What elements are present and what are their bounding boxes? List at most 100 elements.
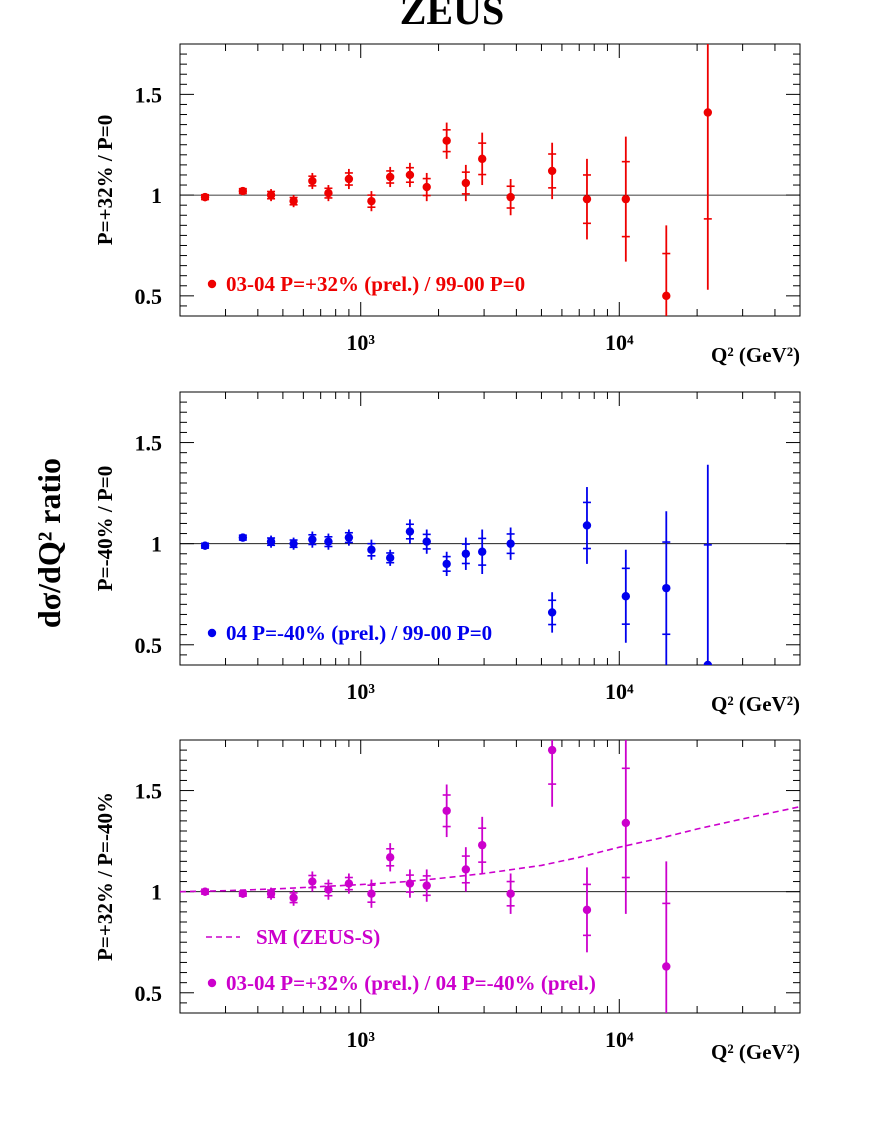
data-point xyxy=(238,889,248,898)
plot-frame xyxy=(179,391,801,666)
data-point xyxy=(405,879,415,888)
data-point xyxy=(461,549,471,558)
data-point xyxy=(308,877,317,886)
data-point xyxy=(621,592,631,601)
panel-polarization-minus40-vs-0: 10³ 10⁴ 0.5 1 1.5 Q² (GeV²) P=-40% / P=0 04 P=-… xyxy=(93,391,801,716)
panel-polarization-plus32-vs-minus40: 10³ 10⁴ 0.5 1 1.5 Q² (GeV²) P=+32% / P=-40% SM … xyxy=(93,739,801,1064)
x-tick-label: 10⁴ xyxy=(605,1027,634,1052)
data-point xyxy=(703,108,713,117)
data-point xyxy=(547,608,557,617)
data-point xyxy=(442,136,451,145)
data-layer xyxy=(200,464,713,665)
data-point xyxy=(266,190,276,200)
data-point xyxy=(238,533,248,542)
y-tick-label: 1.5 xyxy=(135,82,163,107)
data-point xyxy=(385,553,395,563)
data-point xyxy=(344,174,354,184)
data-point xyxy=(367,545,376,554)
data-point xyxy=(461,178,471,188)
legend-marker xyxy=(207,628,217,638)
legend-label: 03-04 P=+32% (prel.) / 99-00 P=0 xyxy=(226,272,525,296)
data-point xyxy=(324,537,333,546)
y-tick-label: 0.5 xyxy=(135,633,163,658)
data-point xyxy=(547,166,557,176)
data-point xyxy=(324,885,333,894)
data-point xyxy=(405,170,415,180)
y-tick-label: 1.5 xyxy=(135,431,163,456)
data-point xyxy=(200,541,210,550)
data-point xyxy=(422,537,431,546)
data-point xyxy=(442,806,451,815)
data-point xyxy=(461,865,471,874)
x-axis-label: Q² (GeV²) xyxy=(711,1040,800,1064)
x-axis-label: Q² (GeV²) xyxy=(711,692,800,716)
sm-curve xyxy=(180,805,800,893)
data-point xyxy=(422,881,431,890)
data-point xyxy=(367,889,376,898)
data-point xyxy=(662,291,671,301)
x-tick-label: 10³ xyxy=(346,1027,375,1052)
data-point xyxy=(621,818,631,828)
data-point xyxy=(324,188,333,198)
data-point xyxy=(582,194,592,204)
data-layer xyxy=(180,740,800,1013)
data-point xyxy=(367,196,376,206)
data-point xyxy=(289,539,298,548)
plot-frame xyxy=(179,739,801,1014)
data-point xyxy=(703,660,713,665)
data-point xyxy=(506,889,515,898)
data-point xyxy=(266,537,276,546)
data-point xyxy=(200,192,210,202)
data-point xyxy=(477,547,487,556)
data-layer xyxy=(200,44,713,316)
figure-title: ZEUS xyxy=(400,0,505,33)
data-point xyxy=(266,889,276,898)
data-point xyxy=(308,176,317,186)
y-tick-label: 0.5 xyxy=(135,284,163,309)
y-tick-label: 1.5 xyxy=(135,779,163,804)
data-point xyxy=(506,539,515,548)
x-tick-label: 10⁴ xyxy=(605,330,634,355)
x-tick-label: 10³ xyxy=(346,330,375,355)
y-tick-label: 1 xyxy=(151,532,162,557)
data-point xyxy=(344,533,354,542)
data-point xyxy=(442,559,451,569)
data-point xyxy=(308,535,317,544)
y-tick-label: 0.5 xyxy=(135,981,163,1006)
data-point xyxy=(385,853,395,862)
y-tick-label: 1 xyxy=(151,880,162,905)
data-point xyxy=(662,583,671,593)
data-point xyxy=(582,905,592,915)
data-point xyxy=(405,527,415,536)
plot-frame xyxy=(179,43,801,317)
legend-marker xyxy=(207,279,217,289)
panel-polarization-plus32-vs-0: 10³ 10⁴ 0.5 1 1.5 Q² (GeV²) P=+32% / P=0 03-04 … xyxy=(93,43,801,367)
legend-marker xyxy=(207,978,217,988)
data-point xyxy=(238,186,248,196)
y-axis-label: P=+32% / P=0 xyxy=(93,115,117,245)
data-point xyxy=(477,840,487,850)
data-point xyxy=(662,962,671,971)
data-point xyxy=(289,196,298,206)
legend-label: 04 P=-40% (prel.) / 99-00 P=0 xyxy=(226,621,492,645)
y-axis-label: P=+32% / P=-40% xyxy=(93,792,117,961)
y-tick-label: 1 xyxy=(151,183,162,208)
data-point xyxy=(582,521,592,530)
x-tick-label: 10³ xyxy=(346,679,375,704)
data-point xyxy=(477,154,487,164)
common-y-axis-label: dσ/dQ² ratio xyxy=(31,458,67,628)
data-point xyxy=(344,879,354,888)
data-point xyxy=(289,893,298,902)
data-point xyxy=(547,745,557,755)
data-point xyxy=(200,887,210,896)
legend-curve-label: SM (ZEUS-S) xyxy=(256,925,380,949)
data-point xyxy=(621,194,631,204)
data-point xyxy=(385,172,395,182)
y-axis-label: P=-40% / P=0 xyxy=(93,466,117,591)
data-point xyxy=(422,182,431,192)
legend-label: 03-04 P=+32% (prel.) / 04 P=-40% (prel.) xyxy=(226,971,596,995)
x-axis-label: Q² (GeV²) xyxy=(711,343,800,367)
x-tick-label: 10⁴ xyxy=(605,679,634,704)
data-point xyxy=(506,192,515,202)
